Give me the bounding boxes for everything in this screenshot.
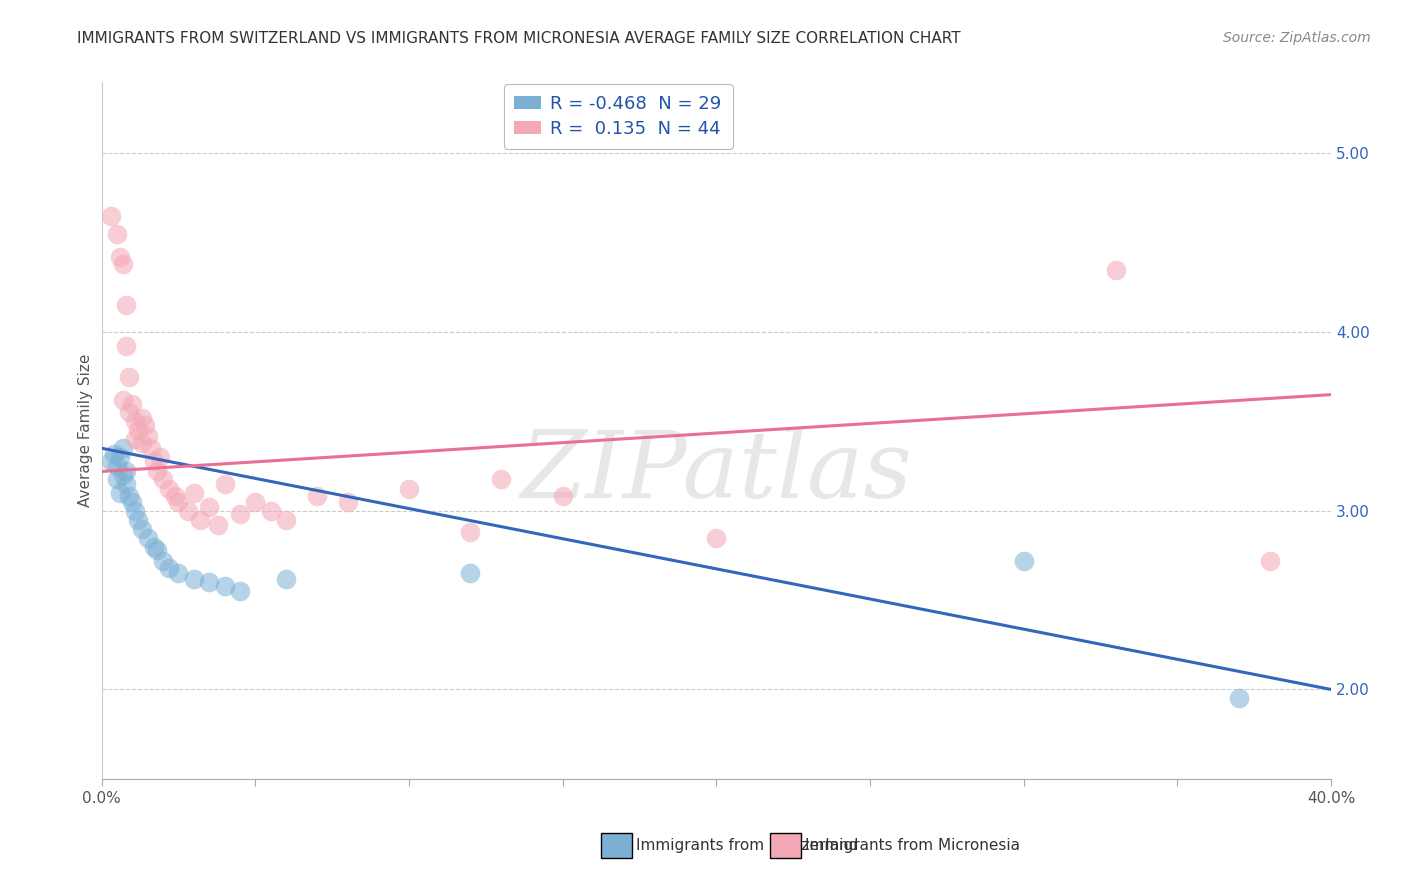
Point <box>274 572 297 586</box>
Point <box>142 540 165 554</box>
Point <box>134 417 156 432</box>
Point <box>115 339 138 353</box>
Point <box>136 531 159 545</box>
Point <box>460 566 482 581</box>
Point <box>131 410 153 425</box>
Point <box>167 495 190 509</box>
Point <box>108 486 131 500</box>
Point <box>165 490 187 504</box>
Point <box>1227 691 1250 706</box>
Point <box>108 450 131 465</box>
Point <box>121 396 143 410</box>
Point <box>152 554 174 568</box>
Point <box>112 442 135 456</box>
Point <box>1105 262 1128 277</box>
Point <box>260 504 283 518</box>
Point <box>112 468 135 483</box>
Point <box>460 525 482 540</box>
Point <box>103 447 125 461</box>
Point <box>183 486 205 500</box>
Point <box>121 495 143 509</box>
Text: ZIPatlas: ZIPatlas <box>520 427 912 517</box>
Point <box>131 522 153 536</box>
Point <box>118 369 141 384</box>
Point <box>336 495 359 509</box>
Point <box>489 472 512 486</box>
Text: Immigrants from Switzerland: Immigrants from Switzerland <box>636 838 859 853</box>
Point <box>124 504 146 518</box>
Point <box>127 513 149 527</box>
Text: Source: ZipAtlas.com: Source: ZipAtlas.com <box>1223 31 1371 45</box>
Point <box>188 513 211 527</box>
Point <box>152 472 174 486</box>
Legend: R = -0.468  N = 29, R =  0.135  N = 44: R = -0.468 N = 29, R = 0.135 N = 44 <box>503 84 733 149</box>
Point <box>136 428 159 442</box>
Point <box>398 483 420 497</box>
Point <box>157 561 180 575</box>
Point <box>118 490 141 504</box>
Text: IMMIGRANTS FROM SWITZERLAND VS IMMIGRANTS FROM MICRONESIA AVERAGE FAMILY SIZE CO: IMMIGRANTS FROM SWITZERLAND VS IMMIGRANT… <box>77 31 960 46</box>
Text: Immigrants from Micronesia: Immigrants from Micronesia <box>806 838 1019 853</box>
Point <box>112 257 135 271</box>
Point <box>115 477 138 491</box>
Point <box>229 508 252 522</box>
Point <box>198 500 221 515</box>
Point <box>142 454 165 468</box>
Point <box>146 543 169 558</box>
Point <box>305 490 328 504</box>
Point <box>124 414 146 428</box>
Point <box>1012 554 1035 568</box>
Point <box>146 465 169 479</box>
Point <box>100 454 122 468</box>
Point <box>274 513 297 527</box>
Point <box>105 459 128 474</box>
Point <box>127 423 149 437</box>
Point <box>198 575 221 590</box>
Point <box>115 465 138 479</box>
Point <box>139 442 162 456</box>
Point <box>167 566 190 581</box>
Point <box>183 572 205 586</box>
Point <box>131 435 153 450</box>
Point <box>149 450 172 465</box>
Point <box>214 477 236 491</box>
Point <box>176 504 198 518</box>
Point <box>118 405 141 419</box>
Point <box>105 472 128 486</box>
Point <box>157 483 180 497</box>
Point <box>229 584 252 599</box>
Point <box>706 531 728 545</box>
Point <box>105 227 128 241</box>
Point <box>207 518 229 533</box>
Point <box>551 490 574 504</box>
Point <box>115 298 138 312</box>
Point <box>112 392 135 407</box>
Y-axis label: Average Family Size: Average Family Size <box>79 354 93 507</box>
Point <box>214 579 236 593</box>
Point <box>100 209 122 223</box>
Point <box>124 432 146 446</box>
Point <box>108 250 131 264</box>
Point <box>245 495 267 509</box>
Point <box>1258 554 1281 568</box>
